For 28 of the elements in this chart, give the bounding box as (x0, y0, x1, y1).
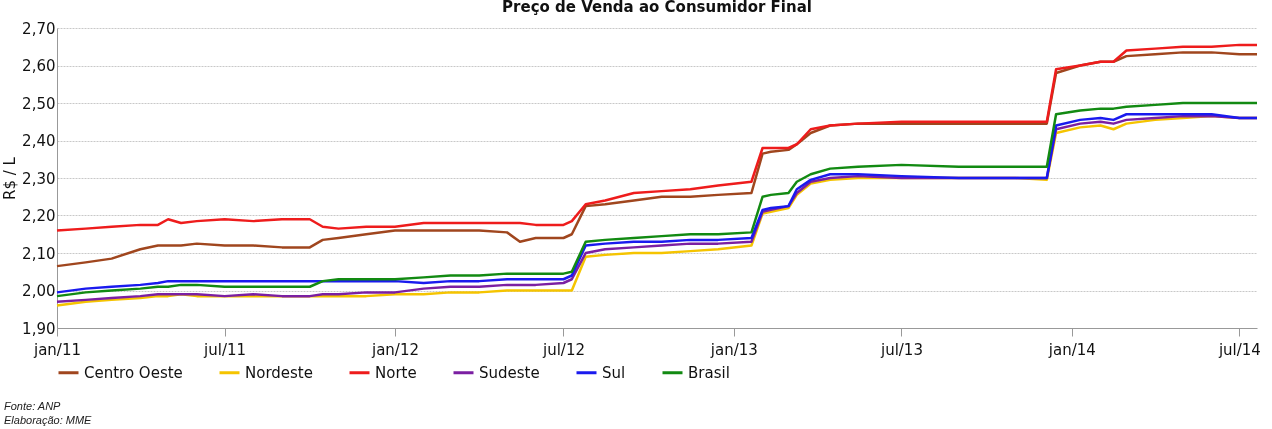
chart-title: Preço de Venda ao Consumidor Final (502, 0, 812, 16)
y-tick-label: 2,10 (22, 244, 56, 263)
legend-label: Centro Oeste (84, 363, 183, 382)
y-axis-title: R$ / L (1, 156, 20, 200)
x-tick-label: jul/13 (879, 340, 923, 359)
source-note: Fonte: ANP (4, 399, 62, 413)
x-tick-label: jul/12 (541, 340, 585, 359)
x-tick-label: jan/11 (32, 340, 82, 359)
x-tick-label: jan/12 (370, 340, 419, 359)
y-tick-label: 2,70 (22, 19, 56, 38)
y-tick-label: 2,60 (22, 57, 56, 75)
legend-label: Sul (602, 363, 626, 382)
line-series (55, 43, 1259, 232)
y-tick-label: 2,00 (22, 282, 56, 300)
legend-label: Nordeste (245, 363, 313, 382)
text: Elaboração: MME (4, 413, 92, 427)
legend-label: Sudeste (479, 363, 540, 382)
x-tick-label: jan/13 (709, 340, 758, 359)
x-tick-label: jul/14 (1217, 340, 1261, 359)
legend-label: Norte (375, 363, 417, 382)
legend-label: Brasil (688, 363, 730, 382)
y-tick-label: 2,30 (22, 169, 56, 188)
y-tick-label: 2,40 (22, 132, 56, 150)
y-tick-label: 1,90 (22, 319, 56, 338)
x-tick-label: jul/11 (203, 340, 247, 359)
y-tick-label: 2,50 (22, 94, 56, 113)
y-tick-label: 2,20 (22, 207, 56, 225)
x-tick-label: jan/14 (1047, 340, 1096, 359)
